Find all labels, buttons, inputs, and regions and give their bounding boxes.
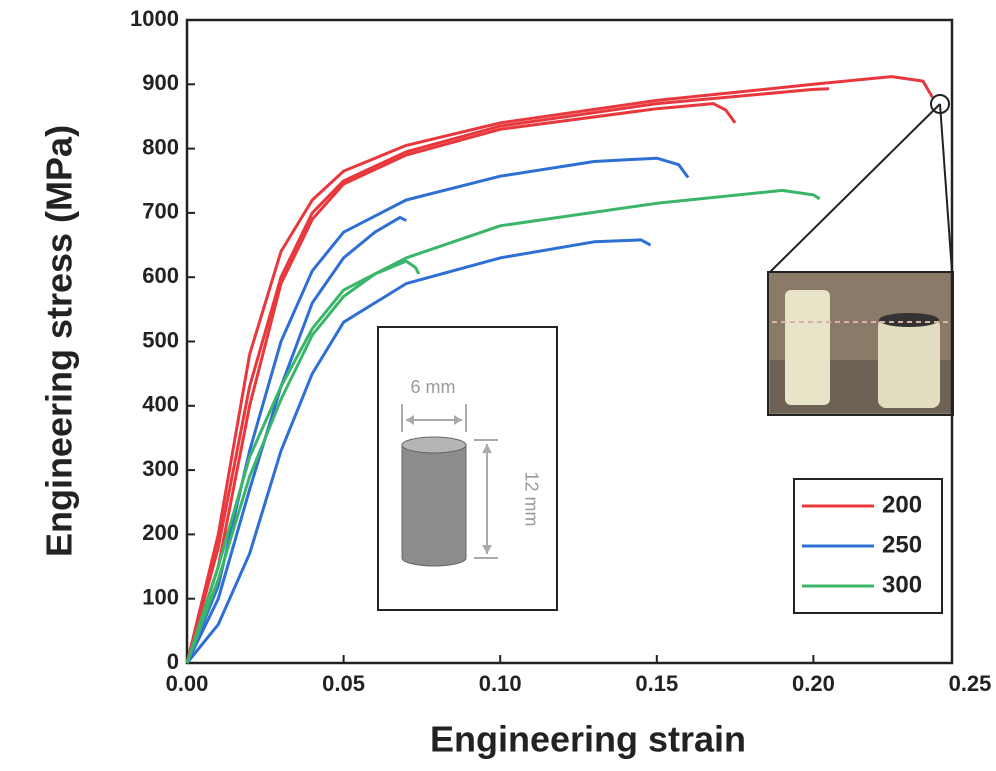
- annotation: 12 mm: [521, 471, 541, 526]
- y-tick-label: 100: [142, 585, 179, 610]
- annotation: 6 mm: [411, 377, 456, 397]
- y-tick-label: 400: [142, 392, 179, 417]
- legend-label: 300: [882, 571, 922, 598]
- y-tick-label: 500: [142, 327, 179, 352]
- x-axis-title: Engineering strain: [430, 719, 746, 760]
- x-tick-label: 0.05: [322, 671, 365, 696]
- x-tick-label: 0.25: [949, 671, 992, 696]
- y-tick-label: 800: [142, 134, 179, 159]
- legend-label: 250: [882, 531, 922, 558]
- y-tick-label: 200: [142, 520, 179, 545]
- y-tick-label: 1000: [130, 6, 179, 31]
- x-tick-label: 0.20: [792, 671, 835, 696]
- legend-label: 200: [882, 491, 922, 518]
- y-tick-label: 600: [142, 263, 179, 288]
- x-tick-label: 0.10: [479, 671, 522, 696]
- y-tick-label: 700: [142, 199, 179, 224]
- x-tick-label: 0.15: [635, 671, 678, 696]
- photo-inset: [768, 95, 953, 415]
- specimen-inset: 6 mm 12 mm: [378, 327, 557, 610]
- x-tick-label: 0.00: [166, 671, 209, 696]
- chart: Engineering strain Engineering stress (M…: [0, 0, 996, 771]
- y-tick-label: 300: [142, 456, 179, 481]
- y-axis-title: Engineering stress (MPa): [39, 125, 80, 557]
- stress-strain-curve: [187, 217, 406, 663]
- y-tick-label: 900: [142, 70, 179, 95]
